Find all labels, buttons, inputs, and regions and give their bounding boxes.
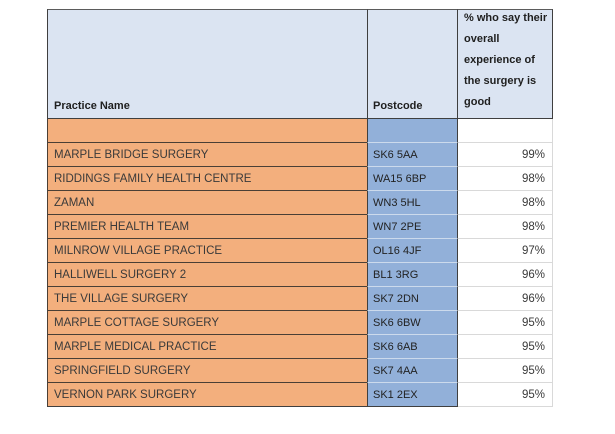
postcode-cell[interactable]: WN3 5HL <box>367 191 458 215</box>
postcode-cell[interactable]: SK6 6BW <box>367 311 458 335</box>
table-row: MARPLE BRIDGE SURGERY SK6 5AA 99% <box>47 143 553 167</box>
percent-cell[interactable]: 95% <box>458 383 553 407</box>
practice-name-cell[interactable]: HALLIWELL SURGERY 2 <box>47 263 367 287</box>
practice-name-cell[interactable]: PREMIER HEALTH TEAM <box>47 215 367 239</box>
empty-row <box>47 119 553 143</box>
table-row: ZAMAN WN3 5HL 98% <box>47 191 553 215</box>
practice-name-cell[interactable]: MILNROW VILLAGE PRACTICE <box>47 239 367 263</box>
practice-name-cell[interactable]: MARPLE BRIDGE SURGERY <box>47 143 367 167</box>
practice-survey-table: Practice Name Postcode % who say their o… <box>47 9 553 407</box>
table-row: RIDDINGS FAMILY HEALTH CENTRE WA15 6BP 9… <box>47 167 553 191</box>
table-row: THE VILLAGE SURGERY SK7 2DN 96% <box>47 287 553 311</box>
practice-name-cell[interactable]: VERNON PARK SURGERY <box>47 383 367 407</box>
table-row: PREMIER HEALTH TEAM WN7 2PE 98% <box>47 215 553 239</box>
postcode-cell[interactable]: WA15 6BP <box>367 167 458 191</box>
postcode-cell[interactable]: WN7 2PE <box>367 215 458 239</box>
practice-name-cell[interactable]: MARPLE MEDICAL PRACTICE <box>47 335 367 359</box>
practice-name-cell[interactable]: MARPLE COTTAGE SURGERY <box>47 311 367 335</box>
postcode-cell[interactable]: OL16 4JF <box>367 239 458 263</box>
percent-cell[interactable]: 98% <box>458 215 553 239</box>
table-row: MARPLE COTTAGE SURGERY SK6 6BW 95% <box>47 311 553 335</box>
postcode-cell[interactable]: SK1 2EX <box>367 383 458 407</box>
percent-cell[interactable]: 95% <box>458 359 553 383</box>
percent-cell[interactable]: 97% <box>458 239 553 263</box>
practice-name-cell[interactable]: RIDDINGS FAMILY HEALTH CENTRE <box>47 167 367 191</box>
postcode-cell[interactable]: BL1 3RG <box>367 263 458 287</box>
practice-name-cell[interactable] <box>47 119 367 143</box>
postcode-cell[interactable]: SK6 5AA <box>367 143 458 167</box>
percent-good-header[interactable]: % who say their overall experience of th… <box>458 9 553 119</box>
postcode-cell[interactable] <box>367 119 458 143</box>
percent-cell[interactable] <box>458 119 553 143</box>
practice-name-cell[interactable]: THE VILLAGE SURGERY <box>47 287 367 311</box>
percent-cell[interactable]: 96% <box>458 263 553 287</box>
percent-cell[interactable]: 95% <box>458 311 553 335</box>
postcode-cell[interactable]: SK7 4AA <box>367 359 458 383</box>
table-row: VERNON PARK SURGERY SK1 2EX 95% <box>47 383 553 407</box>
table-row: MARPLE MEDICAL PRACTICE SK6 6AB 95% <box>47 335 553 359</box>
postcode-header[interactable]: Postcode <box>367 9 458 119</box>
postcode-cell[interactable]: SK6 6AB <box>367 335 458 359</box>
percent-cell[interactable]: 99% <box>458 143 553 167</box>
table-row: HALLIWELL SURGERY 2 BL1 3RG 96% <box>47 263 553 287</box>
percent-cell[interactable]: 95% <box>458 335 553 359</box>
practice-name-cell[interactable]: SPRINGFIELD SURGERY <box>47 359 367 383</box>
percent-cell[interactable]: 98% <box>458 167 553 191</box>
header-row: Practice Name Postcode % who say their o… <box>47 9 553 119</box>
practice-name-cell[interactable]: ZAMAN <box>47 191 367 215</box>
practice-name-header[interactable]: Practice Name <box>47 9 367 119</box>
table-row: SPRINGFIELD SURGERY SK7 4AA 95% <box>47 359 553 383</box>
postcode-cell[interactable]: SK7 2DN <box>367 287 458 311</box>
table-row: MILNROW VILLAGE PRACTICE OL16 4JF 97% <box>47 239 553 263</box>
percent-cell[interactable]: 98% <box>458 191 553 215</box>
percent-cell[interactable]: 96% <box>458 287 553 311</box>
